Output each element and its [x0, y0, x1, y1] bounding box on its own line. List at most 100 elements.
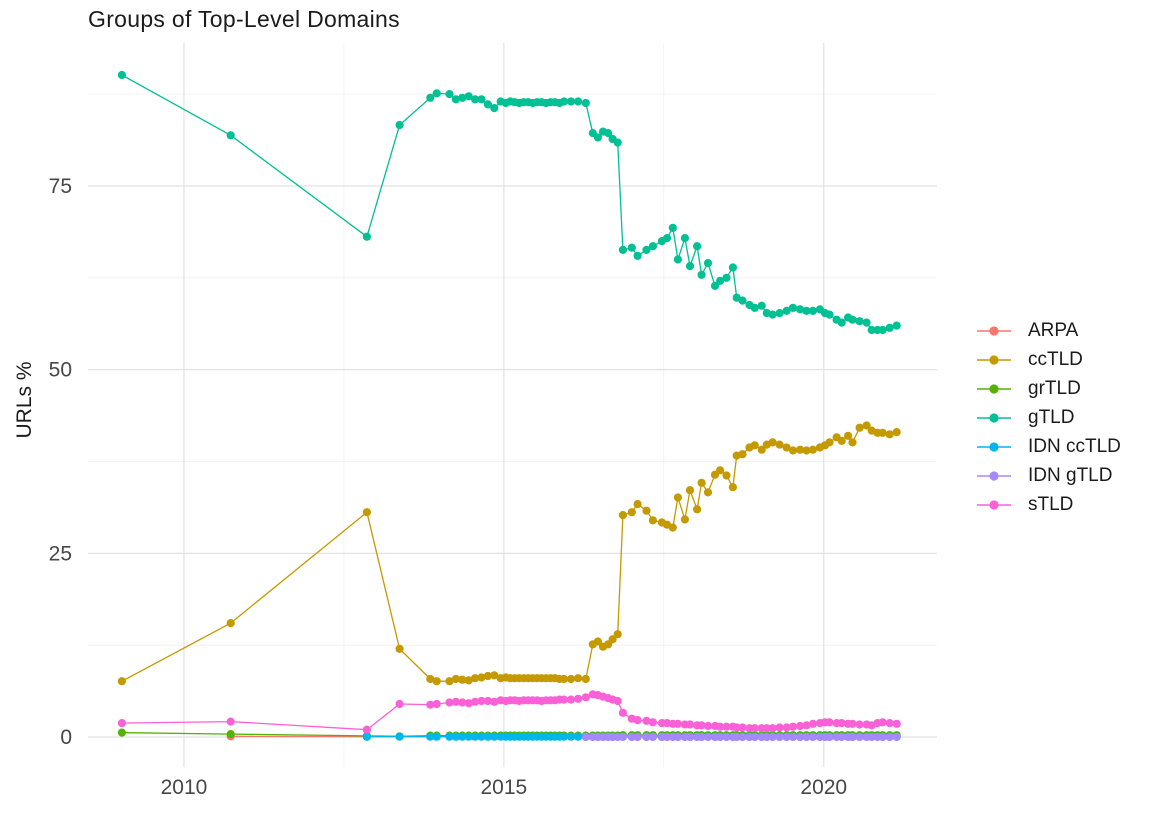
data-point — [825, 718, 834, 727]
data-point — [768, 438, 777, 447]
data-point — [642, 716, 651, 726]
data-point — [837, 318, 846, 327]
data-point — [604, 129, 613, 138]
data-point — [642, 245, 651, 254]
legend-item-idn-cctld: IDN ccTLD — [976, 432, 1121, 461]
data-point — [668, 223, 677, 232]
data-point — [426, 674, 435, 684]
data-point — [885, 323, 894, 332]
data-point — [648, 718, 658, 727]
data-point — [825, 310, 834, 319]
data-point — [464, 676, 473, 685]
data-point — [762, 732, 771, 742]
data-point — [226, 730, 235, 739]
data-point — [782, 723, 791, 732]
data-point — [738, 296, 747, 305]
data-point — [608, 635, 617, 644]
data-point — [808, 306, 818, 315]
data-point — [395, 732, 404, 741]
legend-key-arpa — [977, 325, 1011, 336]
data-point — [668, 523, 677, 532]
data-point — [426, 700, 435, 709]
data-point — [885, 719, 894, 728]
data-point — [892, 732, 901, 742]
data-point — [593, 637, 603, 646]
legend-item-gtld: gTLD — [976, 403, 1121, 432]
data-point — [117, 728, 126, 737]
legend-key-cctld — [977, 354, 1011, 365]
data-point — [445, 90, 454, 99]
data-point — [432, 699, 441, 709]
data-point — [768, 724, 777, 733]
series-idn-gtld — [581, 732, 901, 742]
data-point — [738, 723, 747, 732]
data-point — [432, 677, 441, 686]
data-point — [867, 325, 876, 335]
data-point — [892, 428, 901, 437]
data-point — [618, 510, 628, 520]
y-tick-label-0: 0 — [60, 726, 72, 749]
data-point — [618, 708, 628, 717]
data-point — [458, 675, 467, 684]
data-point — [574, 674, 583, 683]
data-point — [796, 445, 805, 454]
data-point — [471, 95, 480, 104]
data-point — [775, 732, 784, 742]
data-point — [788, 732, 798, 742]
data-point — [738, 732, 747, 742]
x-tick-label-2020: 2020 — [800, 776, 847, 799]
data-point — [477, 732, 486, 741]
x-tick-label-2010: 2010 — [161, 776, 208, 799]
data-point — [673, 719, 683, 728]
data-point — [855, 732, 864, 742]
data-point — [808, 732, 818, 742]
data-point — [618, 245, 628, 254]
series-stld — [117, 690, 901, 734]
data-point — [750, 724, 759, 733]
data-point — [697, 270, 706, 279]
data-point — [662, 732, 672, 742]
data-point — [716, 732, 725, 742]
data-point — [426, 93, 435, 102]
series-points-idn-gtld — [581, 732, 901, 742]
data-point — [867, 732, 876, 742]
data-point — [490, 671, 499, 680]
data-point — [837, 436, 846, 445]
data-point — [574, 732, 583, 741]
data-point — [451, 95, 460, 104]
data-point — [471, 674, 480, 683]
legend-key-gtld — [977, 412, 1011, 423]
data-point — [117, 70, 126, 80]
data-point — [490, 104, 499, 113]
data-point — [362, 232, 371, 241]
data-point — [802, 306, 811, 315]
series-gtld — [117, 70, 901, 335]
data-point — [627, 243, 636, 252]
data-point — [722, 732, 731, 742]
data-point — [878, 718, 887, 727]
data-point — [593, 133, 603, 142]
data-point — [855, 720, 864, 729]
data-point — [782, 306, 791, 315]
data-point — [574, 694, 583, 703]
data-point — [878, 732, 887, 742]
data-point — [732, 723, 741, 732]
data-point — [648, 732, 658, 742]
data-point — [426, 732, 435, 741]
data-point — [477, 696, 486, 706]
data-point — [775, 723, 784, 732]
data-point — [750, 303, 759, 312]
data-point — [796, 305, 805, 314]
y-tick-label-75: 75 — [49, 175, 72, 198]
data-point — [559, 732, 569, 741]
data-point — [716, 466, 725, 475]
data-point — [673, 732, 683, 742]
series-line-gtld — [121, 74, 897, 331]
x-tick-label-2015: 2015 — [481, 776, 528, 799]
legend-item-stld: sTLD — [976, 490, 1121, 519]
data-point — [627, 732, 636, 742]
data-point — [825, 732, 834, 742]
data-point — [673, 493, 683, 502]
